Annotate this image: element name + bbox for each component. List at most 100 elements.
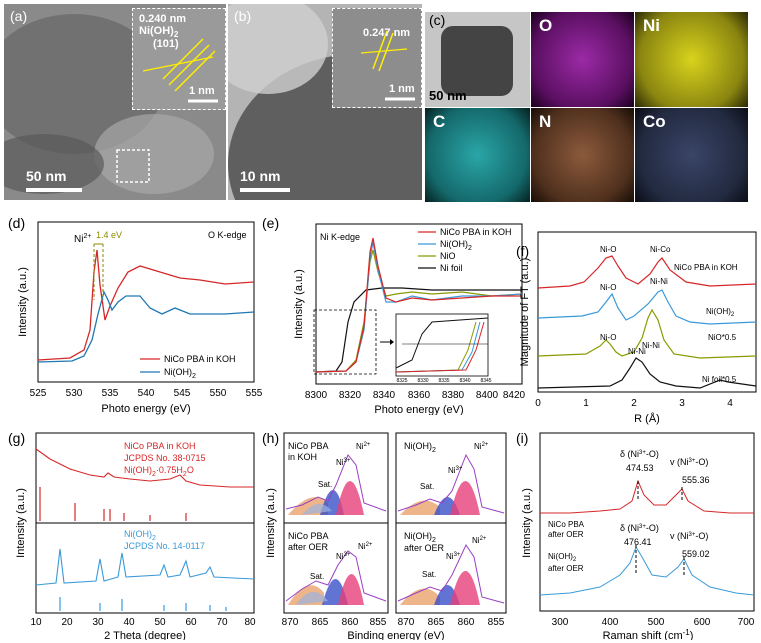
series-nico-pba [537, 255, 757, 289]
ni3-tl: Ni3+ [336, 458, 351, 467]
label-tl-2: in KOH [288, 452, 317, 462]
svg-text:855: 855 [488, 617, 505, 628]
sat-tl: Sat. [318, 480, 332, 489]
peak-labels: Ni-O Ni-Co Ni-O Ni-Ni Ni-O Ni-Ni Ni-Ni [600, 245, 671, 356]
panel-a-label: (a) [10, 8, 28, 24]
svg-text:300: 300 [552, 617, 569, 628]
series-nio [537, 308, 757, 359]
svg-text:8330: 8330 [417, 378, 428, 384]
svg-text:600: 600 [694, 617, 711, 628]
svg-text:70: 70 [216, 617, 228, 628]
svg-text:8300: 8300 [305, 390, 328, 401]
sat-bl: Sat. [310, 572, 324, 581]
ni2-bl: Ni2+ [358, 542, 373, 551]
svg-text:525: 525 [30, 388, 47, 399]
svg-text:NiO: NiO [440, 251, 456, 261]
x-axis-label: R (Å) [634, 412, 660, 425]
series-ni-foil [315, 287, 522, 373]
ni3-tr: Ni3+ [448, 466, 463, 475]
svg-text:10: 10 [30, 617, 42, 628]
label-tr: Ni(OH)2 [404, 441, 436, 454]
x-ticks-right: 870 865 860 855 [398, 617, 505, 628]
svg-text:Ni(OH)2: Ni(OH)2 [706, 307, 735, 318]
x-ticks-left: 870 865 860 855 [282, 617, 387, 628]
svg-text:20: 20 [61, 617, 73, 628]
svg-text:8335: 8335 [438, 378, 449, 384]
label-br-1: Ni(OH)2 [404, 531, 436, 544]
svg-text:80: 80 [244, 617, 256, 628]
panel-i-label: (i) [516, 430, 528, 446]
series-nioh2 [35, 548, 255, 586]
x-axis-label: 2 Theta (degree) [104, 630, 186, 640]
nu-bottom: v (Ni3+-O) [670, 531, 708, 541]
svg-text:540: 540 [138, 388, 155, 399]
svg-text:Ni-O: Ni-O [600, 283, 616, 292]
eds-map-ni: Ni [635, 12, 748, 107]
bottom-label-2: after OER [548, 564, 584, 573]
series-nioh2 [37, 290, 255, 363]
peak-top-1: 474.53 [626, 463, 654, 473]
panel-d-chart: (d) O K-edge Ni2+ 1.4 eV NiCo PBA in KOH… [8, 215, 263, 415]
x-ticks: 525 530 535 540 545 550 555 [30, 388, 263, 399]
svg-text:60: 60 [185, 617, 197, 628]
ref-lines-14-0117 [59, 597, 227, 611]
inset-scale-label: 1 nm [389, 83, 415, 95]
series-nioh2 [539, 545, 755, 596]
panel-a-inset: 0.240 nm Ni(OH)2 (101) 1 nm [132, 8, 226, 110]
inset-chart [395, 313, 489, 377]
y-axis-label: Intensity (a.u.) [17, 267, 29, 337]
svg-text:8320: 8320 [339, 390, 362, 401]
svg-text:Ni-Ni: Ni-Ni [650, 277, 668, 286]
eds-map-o: O [531, 12, 634, 107]
panel-b-tem: (b) 0.247 nm 1 nm 10 nm [228, 4, 422, 200]
inset-x-ticks: 8325 8330 8335 8340 8345 [396, 378, 491, 384]
eds-map-co: Co [635, 108, 748, 202]
svg-text:8360: 8360 [408, 390, 431, 401]
panel-e-label: (e) [262, 215, 279, 231]
panel-b-label: (b) [234, 8, 252, 24]
svg-text:NiO*0.5: NiO*0.5 [708, 333, 737, 342]
svg-text:Ni(OH)2: Ni(OH)2 [440, 239, 472, 252]
svg-text:8325: 8325 [396, 378, 407, 384]
panel-i-chart: (i) δ (Ni3+-O) 474.53 v (Ni3+-O) 555.36 … [516, 430, 755, 640]
shift-label: 1.4 eV [96, 230, 122, 240]
svg-text:1: 1 [583, 398, 589, 409]
panel-f-label: (f) [516, 243, 529, 259]
svg-text:855: 855 [370, 617, 387, 628]
label-bl-1: NiCo PBA [288, 531, 329, 541]
svg-text:545: 545 [174, 388, 191, 399]
panel-e-chart: (e) Ni K-edge 8325 8330 8335 8340 8345 N… [262, 215, 526, 415]
bottom-label-1: Ni(OH)2 [548, 552, 577, 563]
ni3-br: Ni3+ [446, 552, 461, 561]
label-br-2: after OER [404, 543, 445, 553]
legend: NiCo PBA in KOH Ni(OH)2 NiO Ni foil [418, 227, 512, 273]
legend-bottom: Ni(OH)2 JCPDS No. 14-0117 [124, 529, 205, 551]
svg-text:Ni(OH)2: Ni(OH)2 [124, 529, 156, 542]
svg-text:550: 550 [210, 388, 227, 399]
svg-text:NiCo PBA in KOH: NiCo PBA in KOH [124, 441, 196, 451]
y-axis-label: Intensity (a.u.) [265, 488, 277, 558]
xps-br [397, 543, 505, 605]
xps-bl [285, 550, 387, 605]
xps-tl [285, 454, 387, 515]
x-ticks: 10 20 30 40 50 60 70 80 [30, 617, 256, 628]
inset-region [313, 309, 377, 375]
delta-top: δ (Ni3+-O) [620, 449, 659, 459]
edge-label: O K-edge [208, 230, 247, 240]
svg-text:700: 700 [738, 617, 755, 628]
panel-d-label: (d) [8, 215, 25, 231]
label-bl-2: after OER [288, 542, 329, 552]
legend-top: NiCo PBA in KOH JCPDS No. 38-0715 Ni(OH)… [124, 441, 206, 478]
y-axis-label: Magnitude of FT (a.u.) [519, 258, 531, 367]
inset-spacing: 0.240 nm [139, 13, 187, 25]
svg-text:40: 40 [123, 617, 135, 628]
x-ticks: 300 400 500 600 700 [552, 617, 755, 628]
x-axis-label: Photo energy (eV) [101, 403, 190, 415]
label-tl-1: NiCo PBA [288, 441, 329, 451]
panel-f-chart: (f) Ni-O Ni-Co Ni-O Ni-Ni Ni-O Ni-Ni Ni-… [516, 231, 757, 425]
svg-text:530: 530 [66, 388, 83, 399]
ni2-tr: Ni2+ [474, 442, 489, 451]
svg-text:8420: 8420 [503, 390, 526, 401]
scale-bar-label: 50 nm [429, 88, 467, 103]
svg-text:Ni-O: Ni-O [600, 245, 616, 254]
